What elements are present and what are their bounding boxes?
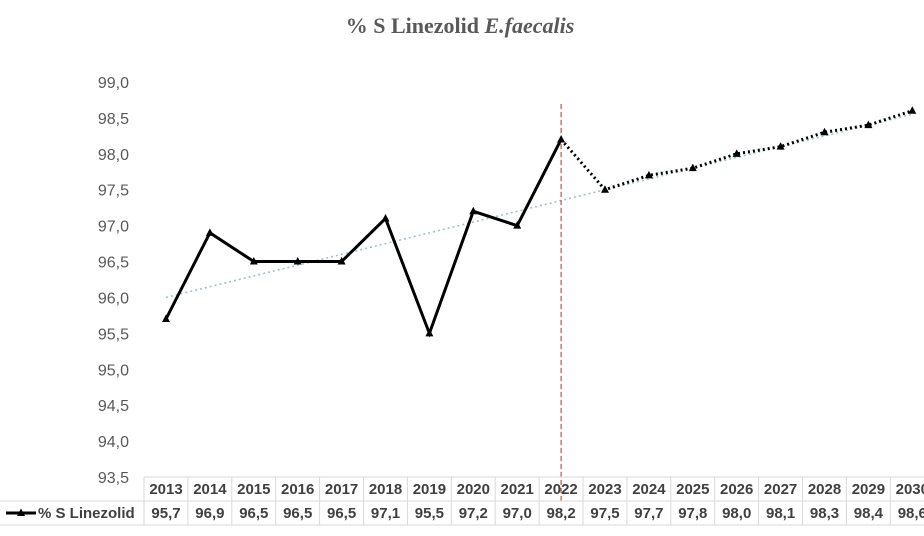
x-tick-label: 2019 [413, 481, 446, 498]
x-tick-label: 2018 [369, 481, 402, 498]
y-tick-label: 98,0 [98, 147, 129, 164]
data-point [776, 142, 785, 150]
data-point [557, 134, 566, 143]
series-group [162, 106, 917, 338]
data-point [249, 257, 258, 265]
legend-marker [17, 508, 25, 516]
data-label: 95,5 [415, 505, 444, 522]
data-point [864, 120, 873, 129]
x-tick-label: 2015 [237, 481, 270, 498]
series-line-observed [164, 138, 563, 338]
data-label: 96,5 [239, 505, 268, 522]
y-tick-label: 96,5 [98, 255, 129, 272]
data-point [601, 185, 609, 193]
data-label: 97,0 [503, 505, 532, 522]
y-tick-label: 99,0 [98, 75, 129, 92]
y-tick-label: 95,5 [98, 326, 129, 343]
data-label: 96,9 [195, 505, 224, 522]
data-point [205, 228, 214, 236]
y-tick-label: 93,5 [98, 470, 129, 487]
data-point [469, 206, 478, 215]
y-tick-label: 95,0 [98, 362, 129, 379]
chart-title: % S Linezolid E.faecalis [346, 13, 575, 38]
y-tick-label: 97,0 [98, 219, 129, 236]
data-label: 98,3 [810, 505, 839, 522]
data-point [381, 213, 390, 222]
y-axis: 93,5 94,0 94,5 95,0 95,5 96,0 96,5 97,0 97,5 98,0… [98, 75, 129, 487]
x-tick-label: 2021 [501, 481, 534, 498]
chart-title-text: % S Linezolid [346, 13, 479, 38]
data-point [820, 127, 829, 136]
data-point [644, 170, 653, 179]
x-tick-label: 2028 [808, 481, 841, 498]
data-point [513, 221, 522, 229]
data-label: 98,1 [766, 505, 795, 522]
data-point [688, 163, 697, 172]
x-tick-label: 2029 [852, 481, 885, 498]
data-point [425, 328, 434, 337]
data-label: 98,2 [546, 505, 575, 522]
data-point [908, 106, 917, 114]
y-tick-label: 98,5 [98, 111, 129, 128]
data-label: 97,5 [590, 505, 619, 522]
x-tick-label: 2027 [764, 481, 797, 498]
x-tick-label: 2014 [193, 481, 227, 498]
data-label: 97,2 [459, 505, 488, 522]
x-tick-label: 2030 [896, 481, 924, 498]
x-tick-label: 2017 [325, 481, 358, 498]
data-label: 98,4 [854, 505, 884, 522]
data-label: 96,5 [283, 505, 312, 522]
x-tick-label: 2016 [281, 481, 314, 498]
y-tick-label: 96,0 [98, 290, 129, 307]
x-tick-label: 2013 [149, 481, 182, 498]
chart-title-species: E.faecalis [483, 13, 574, 38]
trendline-group [165, 113, 913, 299]
data-label: 97,8 [678, 505, 707, 522]
x-tick-label: 2026 [720, 481, 753, 498]
x-tick-label: 2020 [457, 481, 490, 498]
data-point [162, 314, 170, 322]
data-point [732, 149, 741, 157]
x-tick-label: 2025 [676, 481, 709, 498]
data-label: 97,1 [371, 505, 400, 522]
data-point [337, 257, 346, 265]
legend-label: % S Linezolid [38, 505, 135, 522]
y-tick-label: 94,0 [98, 434, 129, 451]
data-point [293, 257, 302, 265]
y-tick-label: 97,5 [98, 183, 129, 200]
x-tick-label: 2023 [588, 481, 621, 498]
data-label: 98,6 [898, 505, 924, 522]
data-label: 98,0 [722, 505, 751, 522]
y-tick-label: 94,5 [98, 398, 129, 415]
data-label: 97,7 [634, 505, 663, 522]
data-label: 95,7 [151, 505, 180, 522]
trendline [165, 113, 913, 299]
x-tick-label: 2022 [544, 481, 577, 498]
data-table: 2013 2014 2015 2016 2017 2018 2019 2020 2021 2022… [0, 476, 924, 526]
x-tick-label: 2024 [632, 481, 666, 498]
data-label: 96,5 [327, 505, 356, 522]
